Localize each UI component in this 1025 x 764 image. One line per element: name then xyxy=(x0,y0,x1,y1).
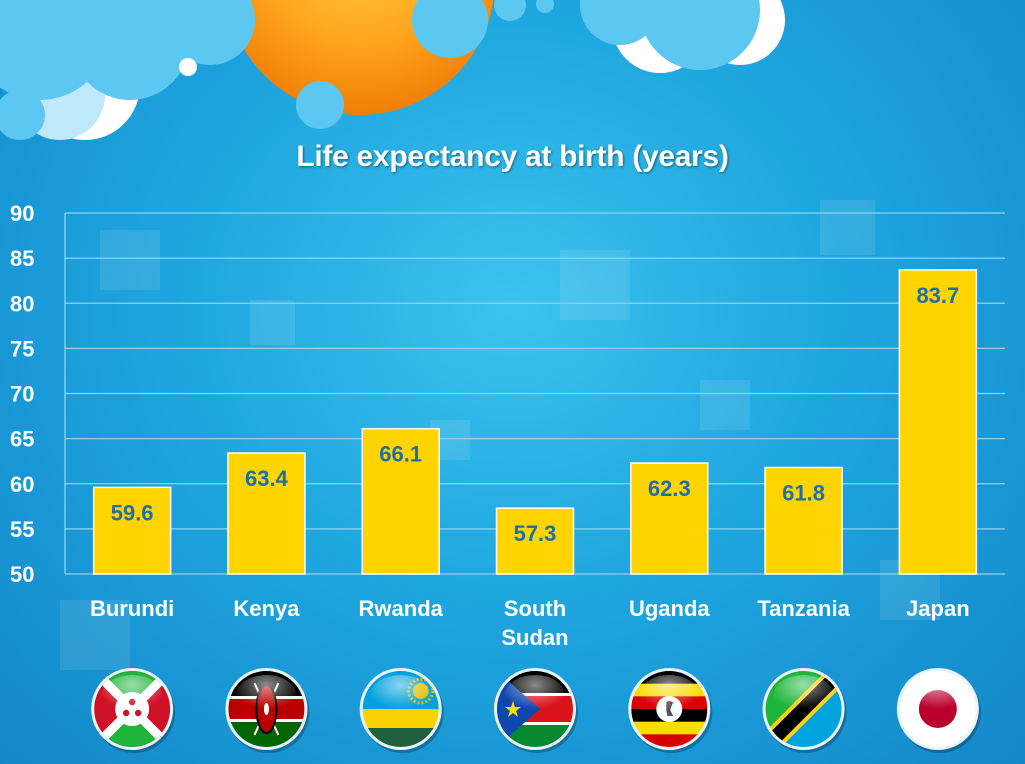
x-tick-label: Burundi xyxy=(90,596,174,621)
bar xyxy=(495,507,575,575)
bar-value-label: 59.6 xyxy=(111,500,154,525)
x-tick-label: Tanzania xyxy=(757,596,850,621)
japan-flag-icon xyxy=(896,668,981,753)
bar-value-label: 66.1 xyxy=(379,442,422,467)
x-tick-label: South Sudan xyxy=(501,596,568,650)
bar-value-label: 61.8 xyxy=(782,481,825,506)
bar xyxy=(898,269,978,575)
bar xyxy=(92,486,172,575)
bar xyxy=(361,427,440,575)
kenya-flag-icon xyxy=(225,668,310,753)
y-tick-label: 50 xyxy=(10,562,34,587)
bar-value-label: 63.4 xyxy=(245,466,289,491)
bar-value-label: 83.7 xyxy=(916,283,959,308)
y-tick-label: 80 xyxy=(10,291,34,316)
y-tick-label: 90 xyxy=(10,201,34,226)
tanzania-flag-icon xyxy=(762,668,847,753)
y-tick-label: 85 xyxy=(10,246,34,271)
y-tick-label: 55 xyxy=(10,517,34,542)
y-tick-label: 60 xyxy=(10,472,34,497)
bar-value-label: 57.3 xyxy=(514,521,557,546)
bar xyxy=(630,462,709,575)
x-tick-label: Kenya xyxy=(233,596,300,621)
bar xyxy=(764,466,843,575)
bar xyxy=(227,452,306,575)
burundi-flag-icon xyxy=(91,668,176,753)
x-tick-label: Uganda xyxy=(629,596,710,621)
rwanda-flag-icon xyxy=(359,668,444,753)
uganda-flag-icon xyxy=(628,668,713,753)
chart-title: Life expectancy at birth (years) xyxy=(296,140,729,173)
south-sudan-flag-icon xyxy=(494,668,578,753)
x-tick-label: Rwanda xyxy=(359,596,444,621)
x-tick-label: Japan xyxy=(906,596,970,621)
y-tick-label: 65 xyxy=(10,427,34,452)
y-tick-label: 75 xyxy=(10,336,34,361)
cloud-icon xyxy=(0,0,785,140)
y-tick-label: 70 xyxy=(10,382,34,407)
bar-value-label: 62.3 xyxy=(648,476,691,501)
